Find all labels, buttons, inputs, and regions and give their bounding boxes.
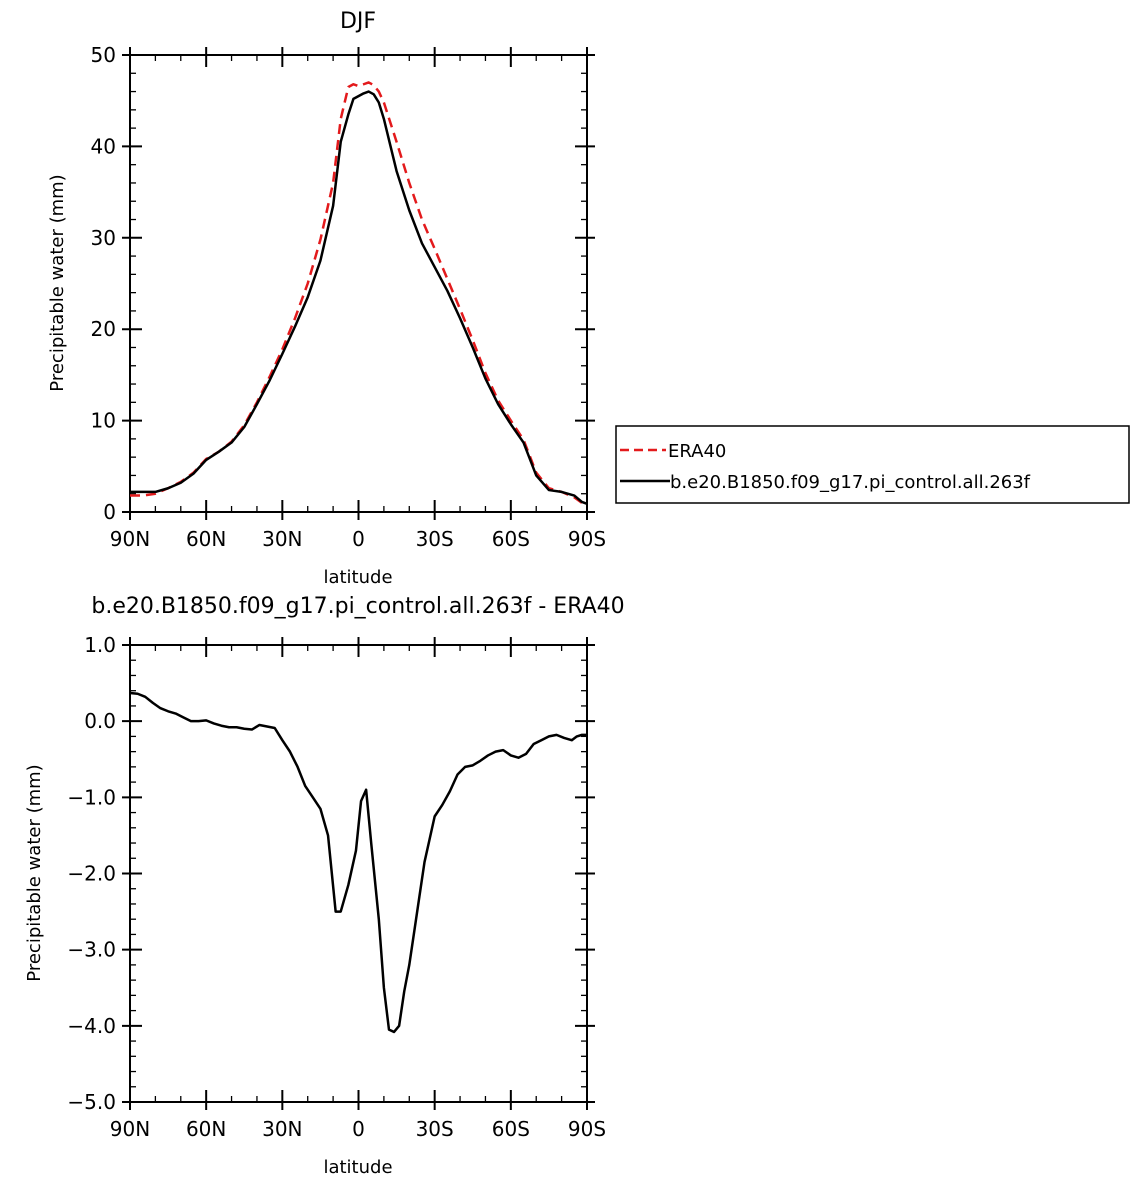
bottom-plot-frame (129, 644, 588, 1103)
bottom-y-tick-label: −1.0 (67, 785, 116, 809)
top-x-axis-label: latitude (323, 567, 392, 588)
bottom-y-tick-label: −4.0 (67, 1014, 116, 1038)
bottom-x-tick-label: 30S (416, 1117, 454, 1141)
bottom-x-axis: 90N 60N 30N 0 30S 60S 90S (110, 637, 606, 1141)
bottom-x-tick-label: 0 (352, 1117, 365, 1141)
bottom-series-line-0 (129, 691, 587, 1034)
bottom-y-tick-label: 1.0 (84, 633, 116, 657)
top-x-tick-label: 30S (416, 527, 454, 551)
bottom-x-axis-label: latitude (323, 1157, 392, 1178)
top-x-axis: 90N 60N 30N 0 30S 60S 90S (110, 47, 606, 551)
bottom-chart-title: b.e20.B1850.f09_g17.pi_control.all.263f … (91, 594, 624, 619)
top-x-tick-label: 60S (492, 527, 530, 551)
bottom-x-tick-label: 60S (492, 1117, 530, 1141)
top-plot-frame (129, 54, 588, 513)
bottom-y-axis: −5.0 −4.0 −3.0 −2.0 −1.0 0.0 1.0 (67, 633, 595, 1114)
bottom-x-tick-label: 60N (186, 1117, 226, 1141)
top-series-line-1 (130, 90, 588, 505)
top-x-tick-label: 90S (568, 527, 606, 551)
bottom-series-group (129, 691, 587, 1034)
top-y-tick-label: 50 (91, 43, 116, 67)
top-x-tick-label: 30N (262, 527, 302, 551)
bottom-y-tick-label: −5.0 (67, 1090, 116, 1114)
legend: ERA40 b.e20.B1850.f09_g17.pi_control.all… (615, 425, 1130, 504)
bottom-y-tick-label: −3.0 (67, 938, 116, 962)
top-panel: DJF 0 10 20 30 40 50 90N 60N 30N 0 30S 60S 90S lati… (47, 9, 606, 588)
top-y-tick-label: 0 (103, 500, 116, 524)
legend-era40-label: ERA40 (668, 441, 726, 462)
legend-model-label: b.e20.B1850.f09_g17.pi_control.all.263f (670, 472, 1031, 493)
bottom-minor-ticks (129, 644, 588, 1103)
bottom-x-tick-label: 90N (110, 1117, 150, 1141)
bottom-x-tick-label: 30N (262, 1117, 302, 1141)
top-y-tick-label: 40 (91, 134, 116, 158)
top-y-axis-label: Precipitable water (mm) (47, 174, 68, 391)
top-chart-title: DJF (340, 9, 376, 34)
bottom-panel: b.e20.B1850.f09_g17.pi_control.all.263f … (24, 594, 625, 1178)
bottom-x-tick-label: 90S (568, 1117, 606, 1141)
top-y-tick-label: 30 (91, 226, 116, 250)
top-x-tick-label: 60N (186, 527, 226, 551)
bottom-y-axis-label: Precipitable water (mm) (24, 764, 45, 981)
top-y-axis: 0 10 20 30 40 50 (91, 43, 595, 524)
top-minor-ticks (129, 54, 588, 513)
legend-box (615, 425, 1130, 504)
top-series-group (130, 81, 588, 506)
bottom-y-tick-label: −2.0 (67, 862, 116, 886)
top-series-line-0 (130, 81, 588, 506)
top-y-tick-label: 10 (91, 409, 116, 433)
top-x-tick-label: 0 (352, 527, 365, 551)
bottom-y-tick-label: 0.0 (84, 709, 116, 733)
top-y-tick-label: 20 (91, 317, 116, 341)
top-x-tick-label: 90N (110, 527, 150, 551)
